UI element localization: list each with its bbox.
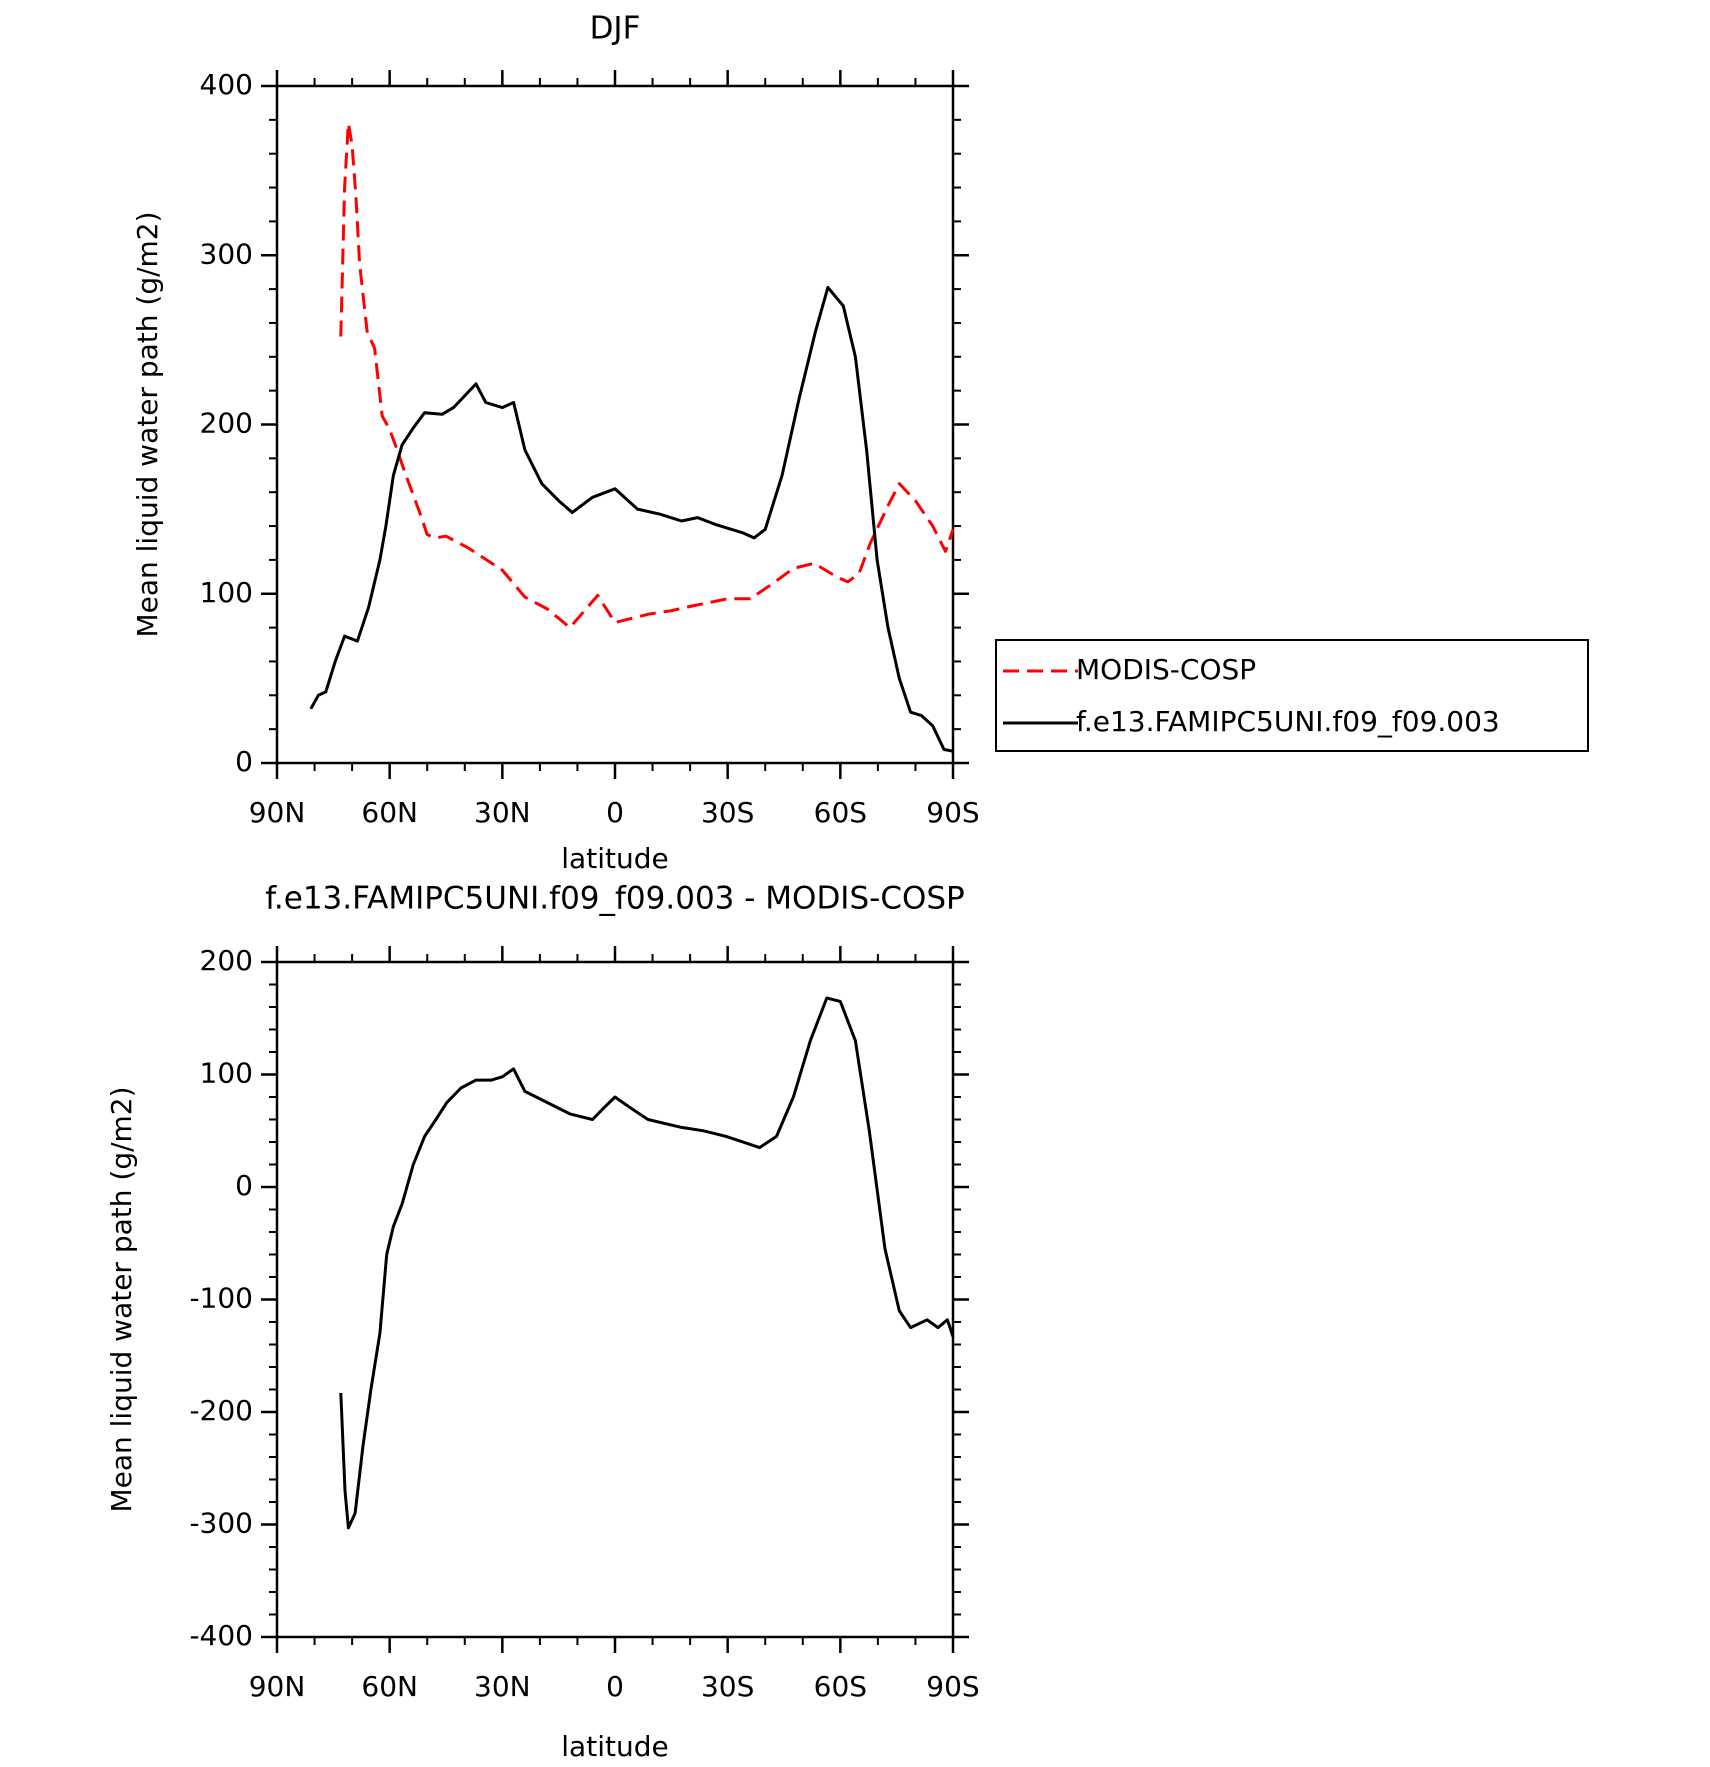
y-tick-label: 100 <box>200 1057 253 1090</box>
x-tick-label: 0 <box>606 1670 624 1703</box>
x-axis-label: latitude <box>561 842 668 875</box>
legend-box <box>995 639 1589 752</box>
y-axis-label: Mean liquid water path (g/m2) <box>105 1086 138 1512</box>
series-line <box>339 121 955 630</box>
x-tick-label: 90S <box>926 796 979 829</box>
x-tick-label: 90N <box>249 796 306 829</box>
y-tick-label: 200 <box>200 407 253 440</box>
x-tick-label: 0 <box>606 796 624 829</box>
legend-label: f.e13.FAMIPC5UNI.f09_f09.003 <box>1076 705 1500 738</box>
y-tick-label: 0 <box>235 1169 253 1202</box>
x-tick-label: 30N <box>474 796 531 829</box>
x-tick-label: 90S <box>926 1670 979 1703</box>
x-tick-label: 60N <box>361 1670 418 1703</box>
y-tick-label: -100 <box>189 1282 253 1315</box>
y-tick-label: -200 <box>189 1394 253 1427</box>
y-tick-label: 200 <box>200 944 253 977</box>
y-tick-label: 0 <box>235 745 253 778</box>
y-tick-label: 300 <box>200 237 253 270</box>
series-line <box>309 285 954 753</box>
chart-title: DJF <box>590 11 641 47</box>
x-tick-label: 30S <box>701 1670 754 1703</box>
x-tick-label: 30S <box>701 796 754 829</box>
x-tick-label: 60N <box>361 796 418 829</box>
plot-frame <box>275 960 955 1639</box>
series-line <box>339 996 955 1530</box>
y-tick-label: -400 <box>189 1619 253 1652</box>
y-axis-label: Mean liquid water path (g/m2) <box>131 211 164 637</box>
legend-label: MODIS-COSP <box>1076 653 1256 686</box>
x-tick-label: 60S <box>814 796 867 829</box>
y-tick-label: -300 <box>189 1507 253 1540</box>
chart-title: f.e13.FAMIPC5UNI.f09_f09.003 - MODIS-COS… <box>265 881 964 917</box>
x-tick-label: 60S <box>814 1670 867 1703</box>
y-tick-label: 100 <box>200 576 253 609</box>
plot-frame <box>275 84 955 765</box>
x-tick-label: 30N <box>474 1670 531 1703</box>
x-axis-label: latitude <box>561 1730 668 1763</box>
x-tick-label: 90N <box>249 1670 306 1703</box>
y-tick-label: 400 <box>200 68 253 101</box>
